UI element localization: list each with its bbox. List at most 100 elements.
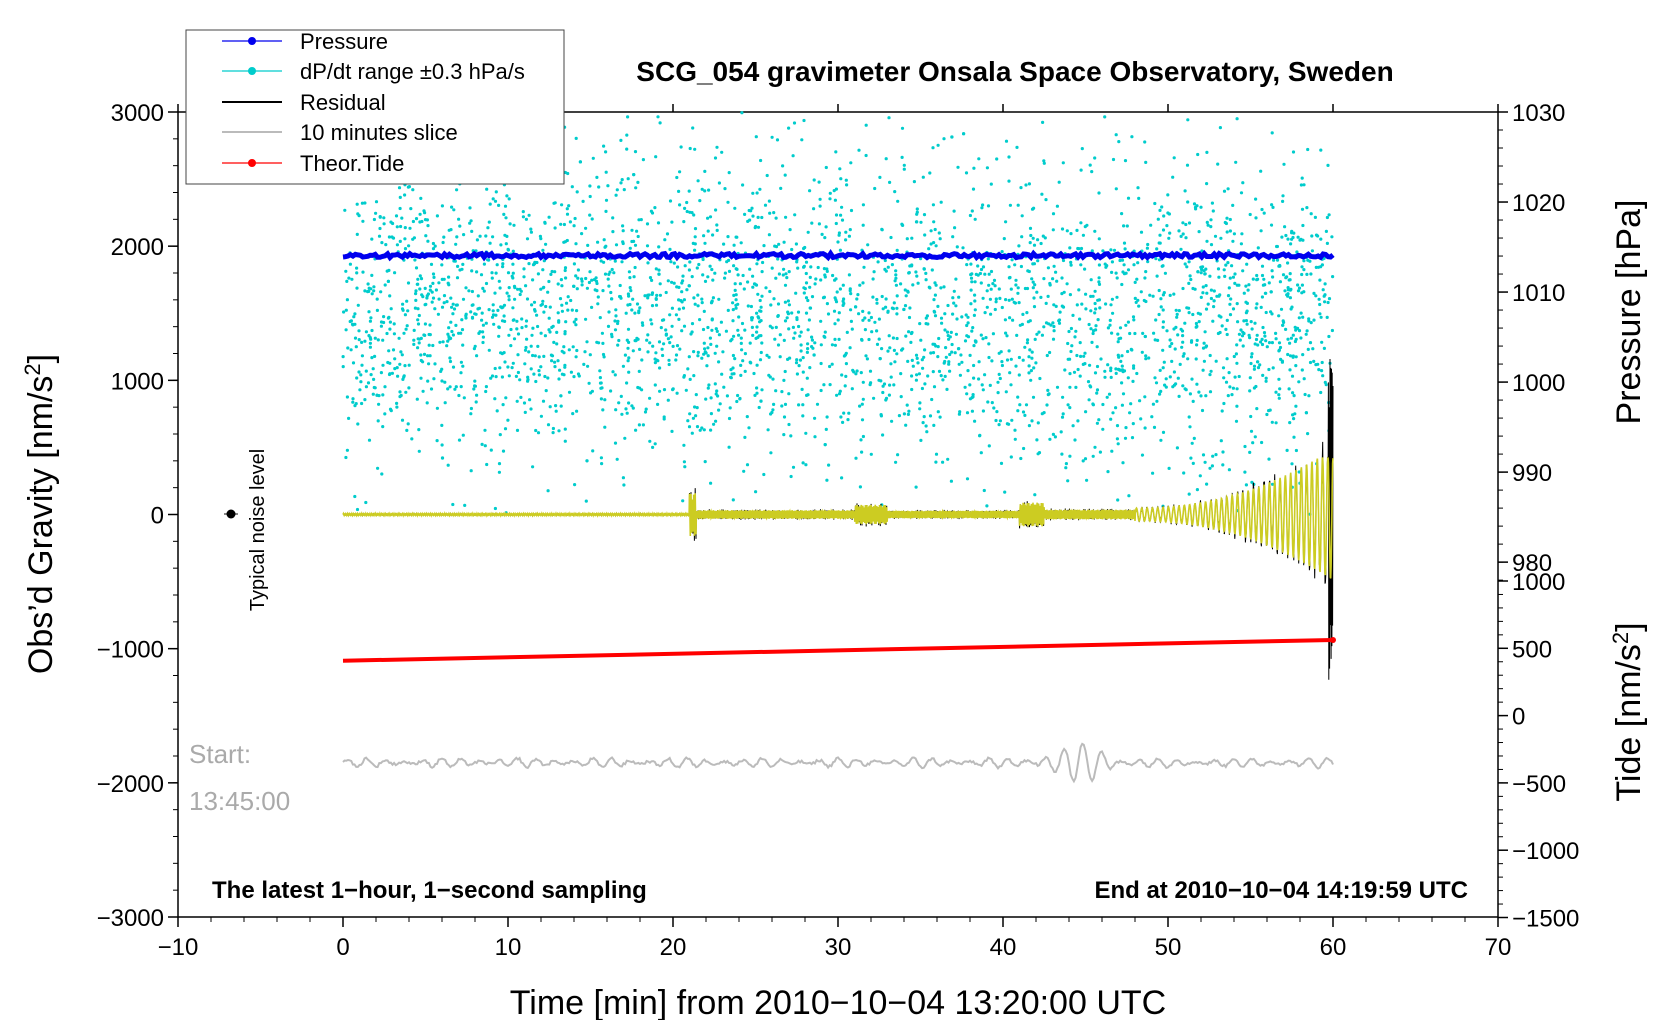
dpdt-point xyxy=(751,214,755,218)
dpdt-point xyxy=(957,412,962,416)
dpdt-point xyxy=(943,312,947,316)
dpdt-point xyxy=(985,289,989,293)
dpdt-point xyxy=(1047,322,1051,326)
dpdt-point xyxy=(954,332,959,336)
dpdt-point xyxy=(1325,241,1329,245)
dpdt-point xyxy=(806,230,810,234)
dpdt-point xyxy=(657,340,662,344)
dpdt-point xyxy=(1060,304,1064,308)
dpdt-point xyxy=(687,355,691,359)
dpdt-point xyxy=(1032,305,1037,309)
dpdt-point xyxy=(1097,276,1101,280)
dpdt-point xyxy=(1013,437,1017,441)
dpdt-point xyxy=(704,397,708,401)
dpdt-point xyxy=(1061,412,1065,416)
dpdt-point xyxy=(698,428,702,432)
dpdt-point xyxy=(590,305,594,309)
dpdt-point xyxy=(997,423,1001,427)
dpdt-point xyxy=(834,150,838,154)
dpdt-point xyxy=(1231,275,1235,279)
pressure-tick-label: 1000 xyxy=(1512,370,1565,397)
filtered-line xyxy=(342,457,1334,579)
dpdt-point xyxy=(532,372,536,376)
dpdt-point xyxy=(808,189,812,193)
y-tick-label: 2000 xyxy=(111,234,164,261)
dpdt-point xyxy=(677,307,681,311)
dpdt-point xyxy=(366,282,370,286)
dpdt-point xyxy=(808,306,813,310)
dpdt-point xyxy=(423,218,428,222)
dpdt-point xyxy=(692,374,696,378)
dpdt-point xyxy=(1181,334,1185,338)
dpdt-point xyxy=(721,350,725,354)
dpdt-point xyxy=(712,422,716,426)
dpdt-point xyxy=(493,397,497,401)
dpdt-point xyxy=(1005,334,1009,338)
dpdt-point xyxy=(659,326,663,330)
dpdt-point xyxy=(1244,300,1248,304)
dpdt-point xyxy=(1051,277,1055,281)
dpdt-point xyxy=(507,294,511,298)
dpdt-point xyxy=(1297,286,1302,290)
dpdt-point xyxy=(785,316,789,320)
dpdt-point xyxy=(711,296,716,300)
dpdt-point xyxy=(546,423,551,427)
dpdt-point xyxy=(936,355,940,359)
dpdt-point xyxy=(886,309,890,313)
dpdt-point xyxy=(1027,424,1031,428)
dpdt-point xyxy=(1046,388,1050,392)
dpdt-point xyxy=(1233,272,1237,276)
dpdt-point xyxy=(446,463,450,467)
dpdt-point xyxy=(529,227,533,231)
dpdt-point xyxy=(1285,275,1289,279)
dpdt-point xyxy=(1068,454,1072,458)
dpdt-point xyxy=(1017,355,1022,360)
dpdt-point xyxy=(515,327,519,331)
dpdt-point xyxy=(1306,347,1310,351)
dpdt-point xyxy=(682,443,686,447)
dpdt-point xyxy=(987,272,991,276)
dpdt-point xyxy=(359,373,363,377)
dpdt-point xyxy=(491,197,495,201)
dpdt-point xyxy=(879,414,884,418)
dpdt-point xyxy=(931,351,936,355)
dpdt-point xyxy=(604,150,608,154)
dpdt-point xyxy=(459,385,463,389)
dpdt-point xyxy=(777,242,781,246)
dpdt-point xyxy=(1201,285,1205,289)
dpdt-point xyxy=(668,313,672,317)
dpdt-point xyxy=(369,373,373,377)
dpdt-point xyxy=(990,401,994,405)
dpdt-point xyxy=(693,147,697,151)
dpdt-point xyxy=(603,272,608,276)
dpdt-point xyxy=(720,150,724,154)
dpdt-point xyxy=(1153,338,1157,342)
dpdt-point xyxy=(709,428,713,432)
dpdt-point xyxy=(869,315,874,320)
dpdt-point xyxy=(795,372,800,376)
dpdt-point xyxy=(1178,362,1182,366)
dpdt-point xyxy=(562,222,567,227)
dpdt-point xyxy=(567,390,572,394)
dpdt-point xyxy=(663,238,667,242)
dpdt-point xyxy=(804,260,809,264)
dpdt-point xyxy=(1161,293,1165,297)
dpdt-point xyxy=(783,402,788,406)
dpdt-point xyxy=(1013,263,1017,267)
dpdt-point xyxy=(614,408,618,412)
dpdt-point xyxy=(621,224,625,228)
dpdt-point xyxy=(786,357,790,361)
dpdt-point xyxy=(902,412,907,416)
dpdt-point xyxy=(464,286,468,290)
dpdt-point xyxy=(398,390,402,394)
dpdt-point xyxy=(488,241,492,245)
dpdt-point xyxy=(461,433,465,437)
dpdt-point xyxy=(987,355,991,360)
dpdt-point xyxy=(440,277,444,281)
dpdt-point xyxy=(345,448,349,452)
dpdt-point xyxy=(922,267,926,271)
dpdt-point xyxy=(1151,402,1155,406)
dpdt-point xyxy=(1327,213,1331,217)
dpdt-point xyxy=(509,344,513,348)
